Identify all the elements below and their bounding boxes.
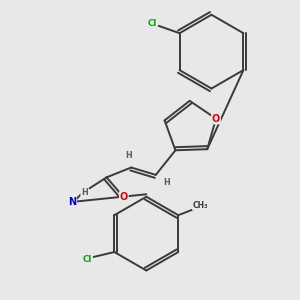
- Text: Cl: Cl: [83, 255, 92, 264]
- Text: H: H: [81, 188, 88, 196]
- Text: O: O: [212, 114, 220, 124]
- Text: H: H: [125, 151, 132, 160]
- Text: CH₃: CH₃: [193, 201, 208, 210]
- Text: N: N: [68, 197, 76, 207]
- Text: H: H: [164, 178, 170, 187]
- Text: Cl: Cl: [148, 19, 157, 28]
- Text: O: O: [120, 192, 128, 202]
